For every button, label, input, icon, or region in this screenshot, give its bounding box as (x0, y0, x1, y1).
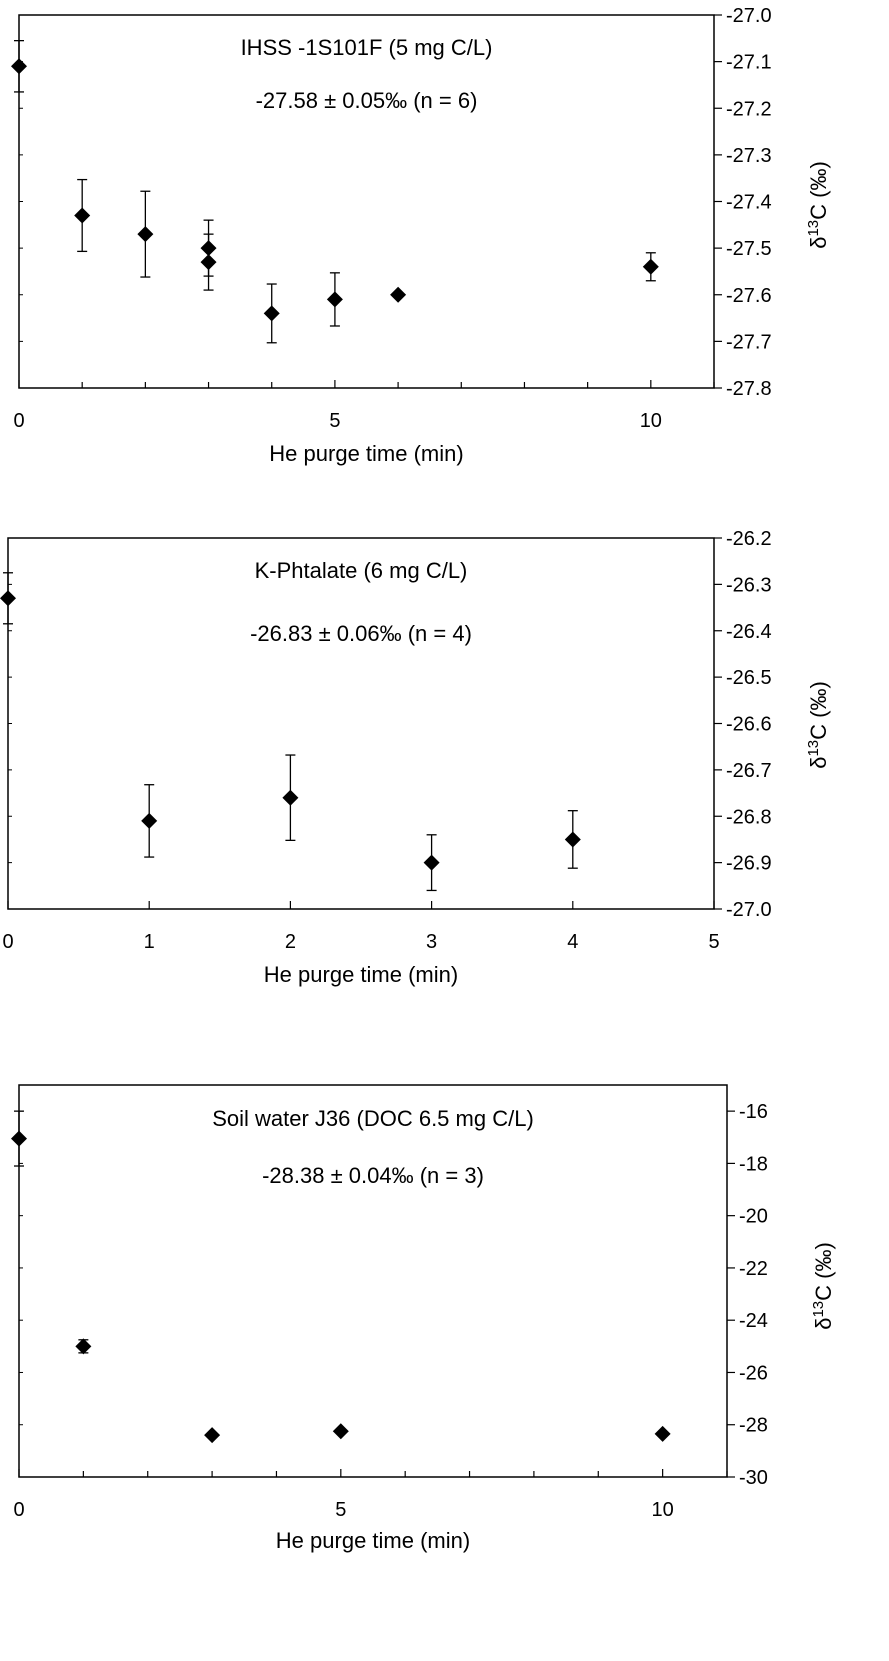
plot-area (18, 1084, 728, 1478)
y-axis-label-superscript: 13 (805, 740, 822, 757)
x-tick-label: 0 (13, 410, 24, 432)
y-axis-label-delta: δ (811, 1318, 836, 1330)
chart-marks: 0 5 10 -16 -18 -20 -22 -24 -26 -28 -30 (11, 1101, 768, 1521)
data-point (75, 1338, 92, 1355)
y-tick-label: -22 (739, 1258, 768, 1280)
y-axis-label-superscript: 13 (810, 1301, 827, 1318)
y-tick-label: -30 (739, 1467, 768, 1489)
chart-annotation: -28.38 ± 0.04‰ (n = 3) (262, 1163, 484, 1188)
x-tick-label: 3 (426, 931, 437, 953)
chart-annotation: -27.58 ± 0.05‰ (n = 6) (256, 88, 478, 113)
x-tick-label: 5 (335, 1499, 346, 1521)
y-tick-label: -27.3 (726, 145, 772, 167)
chart-title: Soil water J36 (DOC 6.5 mg C/L) (212, 1106, 534, 1131)
y-tick-label: -16 (739, 1101, 768, 1123)
y-tick-label: -26.2 (726, 528, 772, 550)
y-axis-label-delta: δ (806, 757, 831, 769)
data-point (137, 226, 154, 243)
chart-title: IHSS -1S101F (5 mg C/L) (241, 35, 493, 60)
chart-marks: 0 1 2 3 4 5 -26.2 -26.3 -26.4 -26.5 -26.6 -26.7 -26.… (0, 528, 772, 953)
y-axis-label-delta: δ (806, 237, 831, 249)
data-point (11, 1130, 27, 1147)
y-tick-label: -24 (739, 1310, 768, 1332)
data-point (654, 1425, 671, 1442)
data-point (423, 854, 440, 871)
y-tick-label: -27.0 (726, 899, 772, 921)
data-point (74, 207, 91, 224)
chart-panel-1: IHSS -1S101F (5 mg C/L) -27.58 ± 0.05‰ (… (11, 5, 831, 466)
data-point (332, 1423, 349, 1440)
data-point (642, 258, 659, 275)
x-axis-label: He purge time (min) (269, 441, 463, 466)
data-point (564, 831, 581, 848)
y-tick-label: -20 (739, 1206, 768, 1228)
y-axis-label: δ13C (‰) (810, 1242, 836, 1330)
x-tick-label: 5 (329, 410, 340, 432)
y-tick-label: -27.7 (726, 331, 772, 353)
y-tick-label: -28 (739, 1415, 768, 1437)
chart-annotation: -26.83 ± 0.06‰ (n = 4) (250, 621, 472, 646)
y-tick-label: -26.7 (726, 760, 772, 782)
y-tick-label: -26.9 (726, 853, 772, 875)
chart-panel-3: Soil water J36 (DOC 6.5 mg C/L) -28.38 ±… (11, 1084, 836, 1553)
y-tick-label: -27.1 (726, 52, 772, 74)
chart-panel-2: K-Phtalate (6 mg C/L) -26.83 ± 0.06‰ (n … (0, 528, 831, 987)
y-tick-label: -26.4 (726, 621, 772, 643)
plot-area (18, 14, 715, 389)
data-point (0, 590, 16, 607)
x-tick-label: 1 (144, 931, 155, 953)
chart-marks: 0 5 10 -27.0 -27.1 -27.2 -27.3 -27.4 -27.5 -27.6 -… (11, 5, 772, 432)
x-tick-label: 2 (285, 931, 296, 953)
y-tick-label: -26.3 (726, 574, 772, 596)
chart-title: K-Phtalate (6 mg C/L) (255, 558, 468, 583)
data-point (326, 291, 343, 308)
y-axis-label-superscript: 13 (805, 220, 822, 237)
y-tick-label: -26.6 (726, 714, 772, 736)
x-axis-label: He purge time (min) (264, 962, 458, 987)
data-point (263, 305, 280, 322)
y-tick-label: -27.8 (726, 378, 772, 400)
y-tick-label: -26 (739, 1362, 768, 1384)
data-point (390, 286, 407, 303)
x-tick-label: 0 (2, 931, 13, 953)
y-tick-label: -26.8 (726, 806, 772, 828)
y-tick-label: -27.6 (726, 285, 772, 307)
y-tick-label: -27.2 (726, 98, 772, 120)
y-axis-label-unit: C (‰) (806, 161, 831, 220)
data-point (141, 812, 158, 829)
y-axis-label-unit: C (‰) (806, 681, 831, 740)
y-axis-label-unit: C (‰) (811, 1242, 836, 1301)
x-tick-label: 10 (640, 410, 662, 432)
y-tick-label: -27.5 (726, 238, 772, 260)
y-tick-label: -27.0 (726, 5, 772, 27)
data-point (200, 254, 217, 271)
data-point (282, 789, 299, 806)
data-point (204, 1427, 221, 1444)
x-tick-label: 4 (567, 931, 578, 953)
y-tick-label: -26.5 (726, 667, 772, 689)
x-tick-label: 0 (13, 1499, 24, 1521)
y-axis-label: δ13C (‰) (805, 161, 831, 249)
plot-area (7, 537, 715, 910)
x-tick-label: 10 (652, 1499, 674, 1521)
y-tick-label: -18 (739, 1153, 768, 1175)
y-axis-label: δ13C (‰) (805, 681, 831, 769)
data-point (11, 58, 27, 75)
y-tick-label: -27.4 (726, 192, 772, 214)
x-axis-label: He purge time (min) (276, 1528, 470, 1553)
x-tick-label: 5 (708, 931, 719, 953)
